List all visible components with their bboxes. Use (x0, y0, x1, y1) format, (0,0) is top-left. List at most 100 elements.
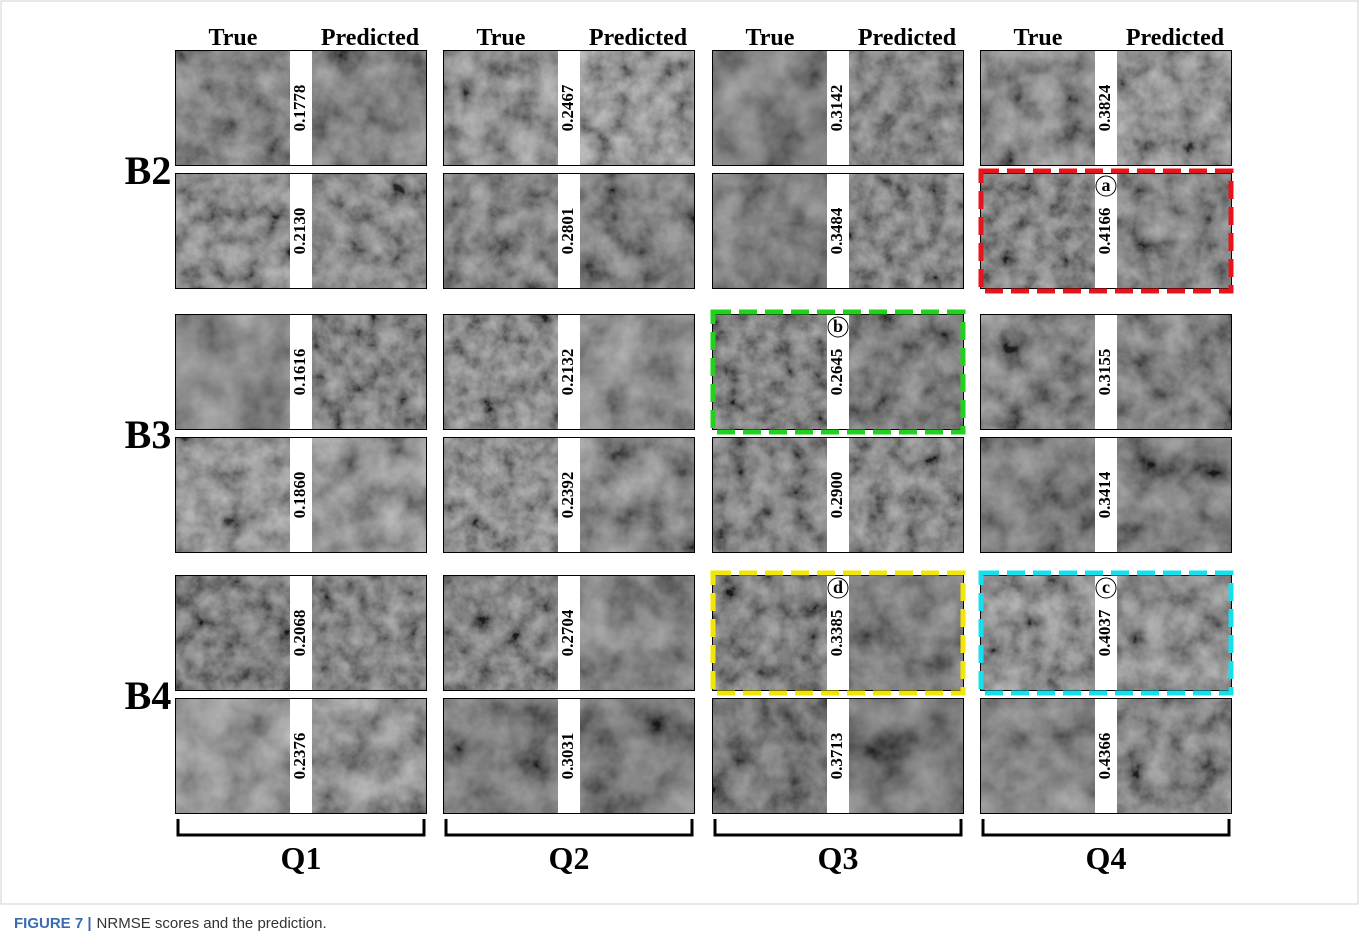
image-pair: 0.4166 a (980, 171, 1232, 291)
image-texture (443, 314, 558, 430)
bracket (983, 819, 1229, 835)
image-texture (712, 50, 827, 166)
image-texture (980, 314, 1095, 430)
image-texture (443, 437, 558, 553)
image-pair: 0.2645 b (712, 312, 964, 432)
nrmse-score: 0.4037 (1095, 609, 1114, 656)
image-texture (312, 314, 427, 430)
nrmse-score: 0.3155 (1095, 349, 1114, 396)
image-pair: 0.2130 (175, 173, 427, 289)
quarter-label: Q3 (818, 840, 859, 876)
image-texture (175, 698, 290, 814)
nrmse-score: 0.2132 (558, 349, 577, 396)
image-pair: 0.3824 (980, 50, 1232, 166)
nrmse-score: 0.3142 (827, 85, 846, 132)
nrmse-score: 0.3385 (827, 610, 846, 657)
image-texture (980, 173, 1095, 289)
image-texture (712, 437, 827, 553)
image-texture (175, 437, 290, 553)
image-texture (980, 575, 1095, 691)
image-texture (312, 173, 427, 289)
nrmse-score: 0.3031 (558, 733, 577, 780)
quarter-label: Q2 (549, 840, 590, 876)
column-header: True (477, 25, 526, 51)
nrmse-score: 0.2068 (290, 610, 309, 657)
image-texture (1117, 314, 1232, 430)
nrmse-score: 0.2801 (558, 208, 577, 255)
highlight-label: c (1102, 577, 1110, 597)
image-texture (1117, 173, 1232, 289)
image-texture (580, 314, 695, 430)
image-texture (849, 698, 964, 814)
nrmse-score: 0.3824 (1095, 84, 1114, 131)
caption: FIGURE 7 | NRMSE scores and the predictio… (14, 915, 327, 932)
image-texture (1117, 575, 1232, 691)
nrmse-score: 0.1860 (290, 472, 309, 519)
image-texture (849, 575, 964, 691)
band-label: B4 (125, 673, 172, 718)
image-texture (312, 437, 427, 553)
image-pair: 0.3142 (712, 50, 964, 166)
nrmse-score: 0.1616 (290, 349, 309, 396)
image-pair: 0.3031 (443, 698, 695, 814)
nrmse-score: 0.2704 (558, 609, 577, 656)
image-texture (980, 698, 1095, 814)
image-pair: 0.3414 (980, 437, 1232, 553)
quarter-label: Q1 (281, 840, 322, 876)
image-texture (712, 173, 827, 289)
image-pair: 0.2704 (443, 575, 695, 691)
image-texture (1117, 698, 1232, 814)
image-texture (443, 698, 558, 814)
image-pair: 0.4037 c (980, 573, 1232, 693)
quarter-label: Q4 (1086, 840, 1127, 876)
image-texture (1117, 50, 1232, 166)
band-label: B3 (125, 412, 172, 457)
image-texture (175, 50, 290, 166)
nrmse-score: 0.2467 (558, 84, 577, 131)
highlight-label: a (1102, 175, 1111, 195)
nrmse-score: 0.2376 (290, 733, 309, 780)
nrmse-score: 0.3484 (827, 207, 846, 254)
column-header: True (746, 25, 795, 51)
nrmse-score: 0.3713 (827, 733, 846, 780)
image-pair: 0.2467 (443, 50, 695, 166)
image-texture (980, 50, 1095, 166)
image-pair: 0.2801 (443, 173, 695, 289)
image-texture (175, 173, 290, 289)
image-pair: 0.2900 (712, 437, 964, 553)
image-texture (849, 173, 964, 289)
image-texture (312, 50, 427, 166)
image-texture (980, 437, 1095, 553)
image-pair: 0.1860 (175, 437, 427, 553)
image-pair: 0.2068 (175, 575, 427, 691)
image-texture (849, 437, 964, 553)
image-texture (712, 698, 827, 814)
image-texture (312, 698, 427, 814)
nrmse-score: 0.2645 (827, 349, 846, 396)
nrmse-score: 0.3414 (1095, 471, 1114, 518)
image-pair: 0.4366 (980, 698, 1232, 814)
image-pair: 0.3713 (712, 698, 964, 814)
image-texture (849, 314, 964, 430)
highlight-label: b (833, 316, 843, 336)
image-texture (712, 314, 827, 430)
column-header: Predicted (589, 25, 688, 51)
figure: FIGURE 7 | NRMSE scores and the predictio… (0, 0, 1360, 943)
band-label: B2 (125, 148, 172, 193)
nrmse-score: 0.4166 (1095, 208, 1114, 255)
image-texture (712, 575, 827, 691)
image-texture (443, 575, 558, 691)
image-texture (443, 173, 558, 289)
image-pair: 0.1616 (175, 314, 427, 430)
image-texture (580, 437, 695, 553)
image-pair: 0.2392 (443, 437, 695, 553)
image-pair: 0.2376 (175, 698, 427, 814)
caption-label: FIGURE 7 | (14, 915, 92, 932)
column-header: True (209, 25, 258, 51)
image-texture (580, 698, 695, 814)
caption-text: NRMSE scores and the prediction. (97, 915, 327, 932)
image-texture (312, 575, 427, 691)
bracket (446, 819, 692, 835)
image-pair: 0.2132 (443, 314, 695, 430)
